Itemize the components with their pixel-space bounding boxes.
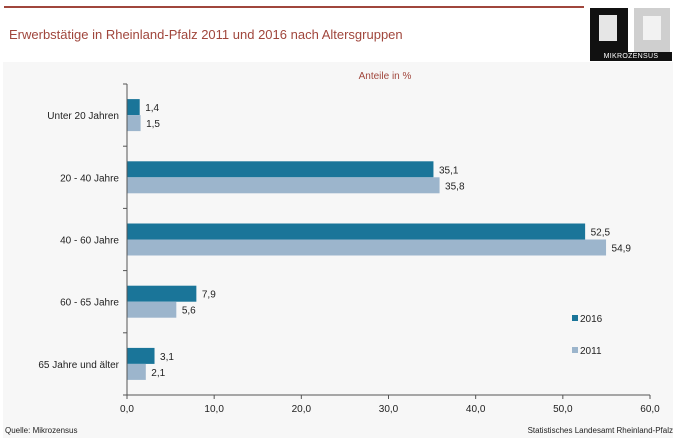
- legend-swatch-2011: [572, 347, 578, 353]
- x-tick-label: 40,0: [466, 404, 486, 415]
- bar-2016: [128, 286, 197, 302]
- bar-2016: [128, 161, 434, 177]
- bar-2011: [128, 240, 607, 256]
- x-tick-label: 30,0: [379, 404, 399, 415]
- data-label: 35,8: [445, 181, 465, 192]
- data-label: 1,5: [146, 119, 160, 130]
- bar-2011: [128, 115, 141, 131]
- data-label: 54,9: [612, 244, 632, 255]
- category-label: 40 - 60 Jahre: [60, 236, 119, 247]
- x-tick-label: 60,0: [640, 404, 660, 415]
- x-tick-label: 20,0: [292, 404, 312, 415]
- bar-2011: [128, 364, 146, 380]
- unit-label: Anteile in %: [359, 71, 412, 82]
- bar-2016: [128, 348, 155, 364]
- data-label: 7,9: [202, 290, 216, 301]
- x-tick-label: 10,0: [204, 404, 224, 415]
- x-tick-label: 0,0: [120, 404, 134, 415]
- legend-label-2011: 2011: [580, 346, 602, 357]
- data-label: 52,5: [591, 228, 611, 239]
- source-note: Quelle: Mikrozensus: [5, 426, 77, 435]
- data-label: 5,6: [182, 306, 196, 317]
- data-label: 35,1: [439, 165, 459, 176]
- category-label: Unter 20 Jahren: [47, 111, 119, 122]
- category-label: 20 - 40 Jahre: [60, 173, 119, 184]
- bar-2016: [128, 99, 140, 115]
- bar-2016: [128, 224, 586, 240]
- bar-2011: [128, 302, 177, 318]
- legend-label-2016: 2016: [580, 314, 603, 325]
- data-label: 1,4: [145, 103, 159, 114]
- publisher-note: Statistisches Landesamt Rheinland-Pfalz: [528, 426, 673, 435]
- bar-2011: [128, 177, 440, 193]
- legend-swatch-2016: [572, 315, 578, 321]
- category-label: 65 Jahre und älter: [38, 360, 119, 371]
- x-tick-label: 50,0: [553, 404, 573, 415]
- data-label: 3,1: [160, 352, 174, 363]
- data-label: 2,1: [151, 368, 165, 379]
- category-label: 60 - 65 Jahre: [60, 298, 119, 309]
